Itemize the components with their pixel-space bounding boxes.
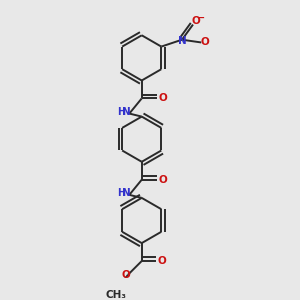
Text: H: H — [118, 188, 126, 199]
Text: N: N — [122, 188, 130, 199]
Text: H: H — [118, 107, 126, 117]
Text: O: O — [122, 270, 130, 280]
Text: O: O — [159, 93, 168, 103]
Text: N: N — [178, 36, 187, 46]
Text: O: O — [201, 38, 209, 47]
Text: O: O — [159, 175, 168, 185]
Text: N: N — [122, 107, 130, 117]
Text: O: O — [158, 256, 166, 266]
Text: −: − — [197, 13, 205, 23]
Text: O: O — [192, 16, 201, 26]
Text: CH₃: CH₃ — [105, 290, 126, 300]
